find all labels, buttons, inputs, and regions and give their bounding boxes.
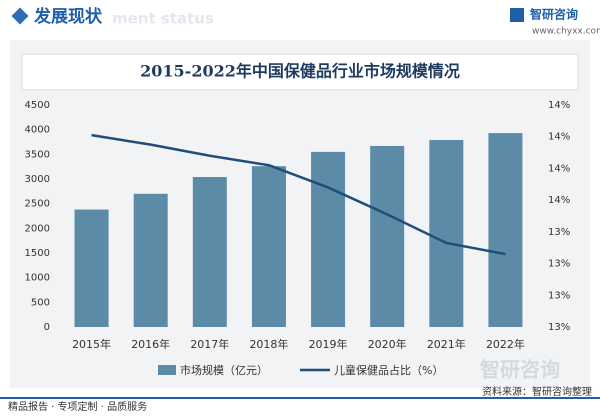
brand-url: www.chyxx.com (532, 27, 600, 37)
bar (251, 166, 286, 327)
brand-logo (510, 8, 524, 22)
y2-tick-label: 14% (548, 132, 570, 143)
y-tick-label: 0 (44, 322, 50, 333)
x-tick-label: 2016年 (131, 337, 170, 351)
bar (311, 151, 346, 327)
x-tick-label: 2022年 (486, 337, 525, 351)
y-tick-label: 3500 (25, 149, 50, 160)
y2-tick-label: 14% (548, 195, 570, 206)
bar (74, 209, 109, 327)
x-tick-label: 2018年 (249, 337, 288, 351)
y2-tick-label: 13% (548, 259, 570, 270)
header-title: 发展现状 (33, 6, 103, 27)
y-tick-label: 1500 (25, 248, 50, 259)
bar (488, 133, 523, 327)
y2-tick-label: 13% (548, 290, 570, 301)
y-tick-label: 2000 (25, 223, 50, 234)
y2-tick-label: 14% (548, 163, 570, 174)
y-tick-label: 500 (31, 297, 50, 308)
chart-title: 2015-2022年中国保健品行业市场规模情况 (140, 62, 460, 81)
x-tick-label: 2015年 (72, 337, 111, 351)
bar (133, 193, 168, 327)
x-tick-label: 2021年 (427, 337, 466, 351)
bar (192, 177, 227, 327)
bar (429, 140, 464, 327)
y-tick-label: 4000 (25, 125, 50, 136)
legend-label: 市场规模（亿元） (180, 363, 268, 377)
y-tick-label: 1000 (25, 273, 50, 284)
footer-left: 精品报告 · 专项定制 · 品质服务 (8, 400, 147, 413)
title-box (21, 53, 579, 91)
x-tick-label: 2020年 (368, 337, 407, 351)
brand-name: 智研咨询 (529, 7, 578, 22)
line (91, 133, 506, 256)
y2-tick-label: 13% (548, 227, 570, 238)
y-tick-label: 3000 (25, 174, 50, 185)
header-subtitle: ment status (112, 10, 214, 28)
y-tick-label: 4500 (25, 100, 50, 111)
watermark: 智研咨询 (480, 358, 560, 382)
y2-tick-label: 14% (548, 100, 570, 111)
y2-tick-label: 13% (548, 322, 570, 333)
bar (370, 145, 405, 327)
x-tick-label: 2017年 (190, 337, 229, 351)
footer-source: 资料来源：智研咨询整理 (482, 385, 592, 398)
legend-swatch (158, 365, 176, 375)
x-tick-label: 2019年 (309, 337, 348, 351)
legend-label: 儿童保健品占比（%） (334, 363, 443, 377)
y-tick-label: 2500 (25, 199, 50, 210)
